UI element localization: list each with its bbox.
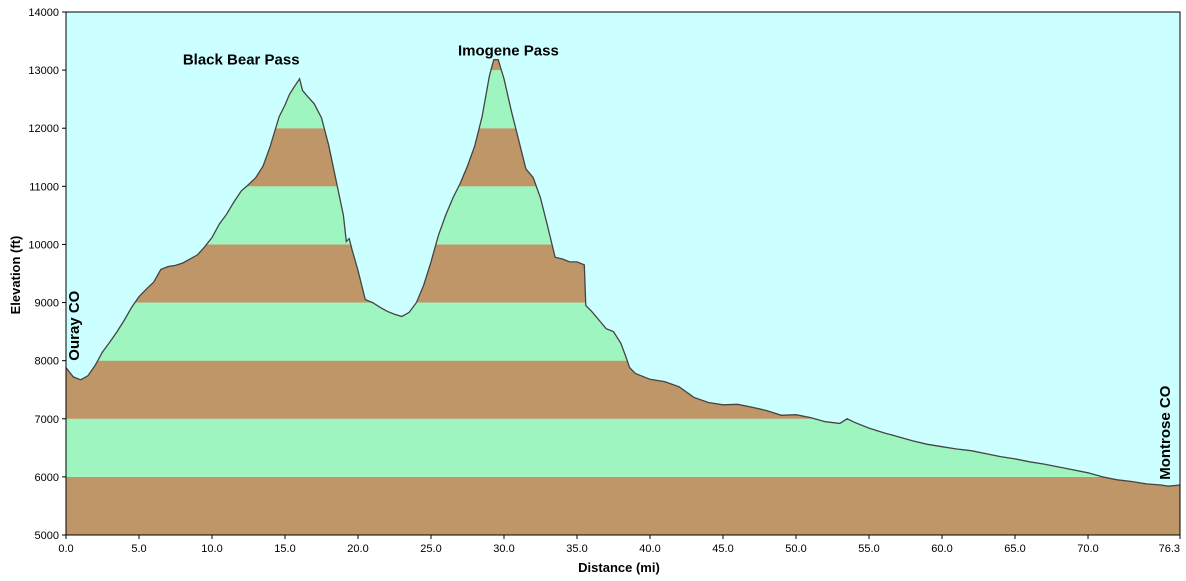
x-axis-label: Distance (mi) xyxy=(578,560,660,575)
x-tick-label: 65.0 xyxy=(1004,543,1025,555)
x-tick-label: 5.0 xyxy=(131,543,146,555)
x-tick-label: 10.0 xyxy=(201,543,222,555)
y-tick-label: 5000 xyxy=(35,530,59,542)
x-tick-label: 15.0 xyxy=(274,543,295,555)
x-tick-label: 55.0 xyxy=(858,543,879,555)
elevation-band xyxy=(66,476,1180,535)
y-tick-label: 6000 xyxy=(35,472,59,484)
annotations: Black Bear Pass Imogene Pass Ouray CO Montr… xyxy=(66,43,1174,480)
y-tick-label: 8000 xyxy=(35,356,59,368)
x-tick-label: 0.0 xyxy=(58,543,73,555)
x-tick-label: 20.0 xyxy=(347,543,368,555)
x-tick-label: 25.0 xyxy=(420,543,441,555)
x-axis: 0.0 5.0 10.0 15.0 20.0 25.0 30.0 35.0 40.0 45.0 50… xyxy=(58,535,1181,555)
y-tick-label: 13000 xyxy=(28,65,59,77)
annotation-label: Black Bear Pass xyxy=(183,51,300,68)
x-tick-label: 50.0 xyxy=(785,543,806,555)
y-tick-label: 9000 xyxy=(35,298,59,310)
x-tick-label: 40.0 xyxy=(639,543,660,555)
y-tick-label: 12000 xyxy=(28,123,59,135)
y-tick-label: 7000 xyxy=(35,414,59,426)
x-tick-label: 45.0 xyxy=(712,543,733,555)
y-axis: 5000 6000 7000 8000 9000 10000 11000 12000 13000… xyxy=(28,7,66,542)
annotation-label: Montrose CO xyxy=(1157,385,1174,480)
x-tick-label: 30.0 xyxy=(493,543,514,555)
y-tick-label: 10000 xyxy=(28,239,59,251)
y-axis-label: Elevation (ft) xyxy=(8,236,23,315)
plot-frame xyxy=(65,11,1181,536)
y-tick-label: 14000 xyxy=(28,7,59,19)
x-tick-label: 35.0 xyxy=(566,543,587,555)
x-tick-label-end: 76.3 xyxy=(1159,543,1180,555)
y-tick-label: 11000 xyxy=(29,181,59,193)
x-tick-label: 70.0 xyxy=(1077,543,1098,555)
annotation-label: Ouray CO xyxy=(66,290,83,360)
annotation-label: Imogene Pass xyxy=(458,43,559,60)
x-tick-label: 60.0 xyxy=(931,543,952,555)
elevation-profile-line xyxy=(65,59,1181,487)
